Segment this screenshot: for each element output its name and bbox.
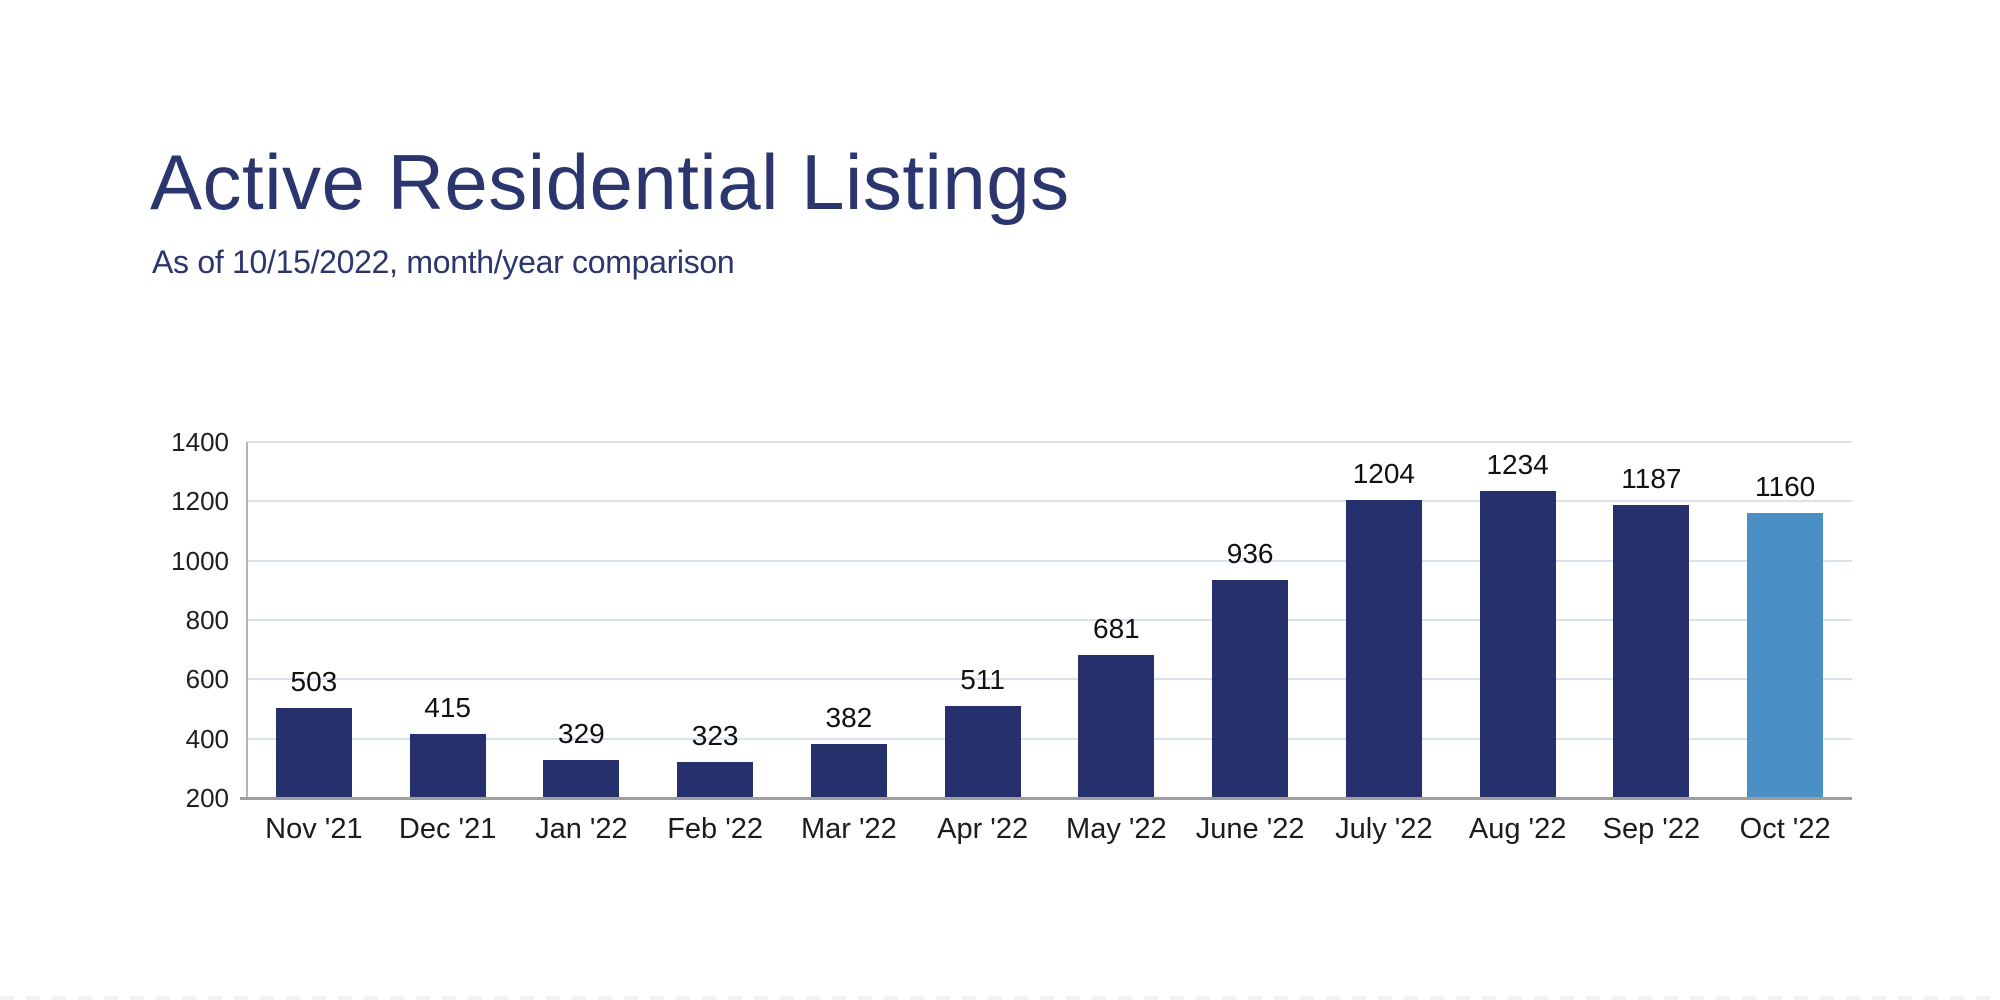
x-axis-tick-label: Feb '22 <box>667 813 764 845</box>
bar-value-label: 1187 <box>1621 463 1682 495</box>
bar-value-label: 329 <box>558 717 605 749</box>
y-axis-tick-label: 200 <box>185 783 229 813</box>
bar <box>1212 579 1289 798</box>
gridline <box>247 559 1852 562</box>
x-axis-tick-label: Dec '21 <box>398 813 497 845</box>
bar <box>810 744 887 798</box>
bar-value-label: 415 <box>424 692 471 724</box>
y-axis-tick-label: 1400 <box>171 427 229 457</box>
x-axis-tick-label: Nov '21 <box>265 813 363 845</box>
cropped-bottom-edge-artifact <box>0 996 2000 1000</box>
y-axis-line <box>246 442 248 798</box>
x-axis-tick-label: July '22 <box>1335 813 1433 845</box>
chart-title: Active Residential Listings <box>150 138 1070 226</box>
gridline <box>247 500 1852 503</box>
x-axis-tick-label: Sep '22 <box>1602 813 1701 845</box>
x-axis-tick-label: Jan '22 <box>535 813 628 845</box>
gridline <box>247 737 1852 740</box>
gridline <box>247 441 1852 443</box>
gridline <box>247 678 1852 681</box>
y-axis-tick-label: 800 <box>185 605 229 635</box>
x-axis-tick-label: Aug '22 <box>1468 813 1567 845</box>
bar-value-label: 511 <box>960 663 1005 695</box>
bar-value-label: 382 <box>825 702 873 733</box>
gridline <box>247 619 1852 621</box>
x-axis-tick-label: Mar '22 <box>800 813 897 845</box>
chart-subtitle: As of 10/15/2022, month/year comparison <box>152 244 735 280</box>
bar-value-label: 1160 <box>1755 471 1816 503</box>
bar-value-label: 1204 <box>1352 458 1416 490</box>
bar <box>1747 513 1824 798</box>
x-axis-tick-label: Oct '22 <box>1739 813 1831 845</box>
y-axis-tick-label: 400 <box>185 723 229 754</box>
x-axis-tick-label: May '22 <box>1066 813 1167 845</box>
bar <box>1479 491 1556 798</box>
bar <box>1345 500 1422 798</box>
x-axis-tick-label: June '22 <box>1195 813 1305 845</box>
y-axis-tick-label: 1000 <box>171 545 229 576</box>
y-axis-tick-label: 600 <box>185 664 229 695</box>
x-axis-line <box>240 797 1852 800</box>
y-axis-tick-label: 1200 <box>171 486 229 517</box>
x-axis-tick-label: Apr '22 <box>937 813 1029 845</box>
bar <box>543 759 620 798</box>
bar <box>677 761 754 798</box>
bar <box>409 734 486 798</box>
bar-value-label: 323 <box>691 719 739 751</box>
bar-value-label: 1234 <box>1486 449 1549 481</box>
bar <box>275 708 352 798</box>
bar-value-label: 936 <box>1226 537 1274 569</box>
bar <box>944 705 1021 798</box>
bar-value-label: 503 <box>290 666 338 698</box>
bar <box>1613 505 1690 798</box>
bar <box>1078 655 1155 798</box>
bar-value-label: 681 <box>1093 613 1140 645</box>
